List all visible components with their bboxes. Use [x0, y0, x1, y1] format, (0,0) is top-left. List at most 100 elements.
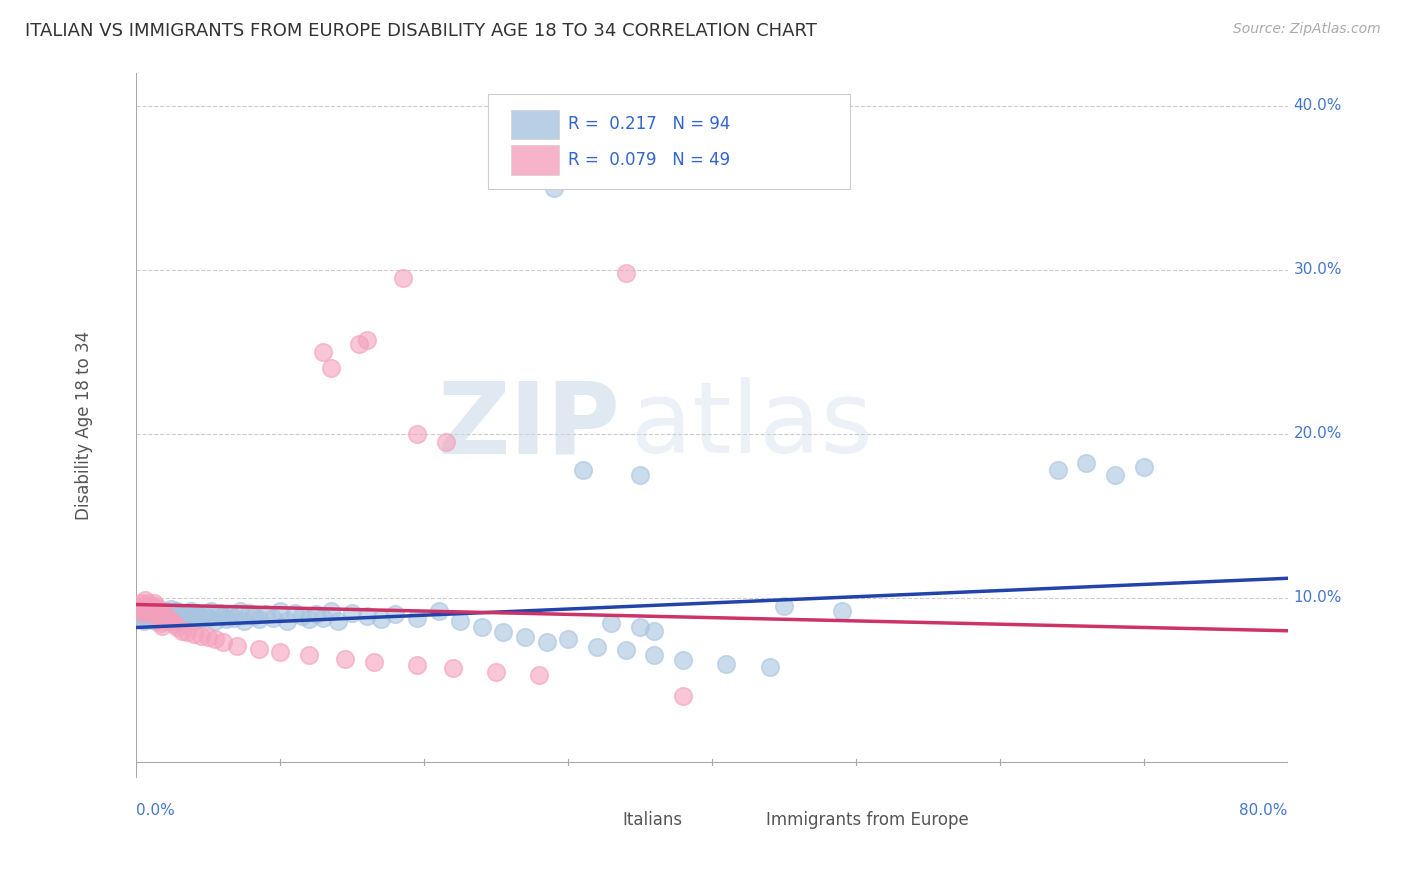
Text: Immigrants from Europe: Immigrants from Europe: [766, 811, 969, 829]
Point: [183, 614, 205, 628]
Point: [326, 614, 349, 628]
Point: [149, 612, 172, 626]
Point: [169, 606, 191, 620]
Point: [176, 625, 198, 640]
Text: Disability Age 18 to 34: Disability Age 18 to 34: [76, 331, 93, 520]
Point: [247, 612, 270, 626]
Point: [406, 426, 429, 441]
Point: [312, 610, 335, 624]
Point: [406, 658, 429, 673]
Text: 80.0%: 80.0%: [1240, 803, 1288, 818]
Point: [319, 361, 342, 376]
FancyBboxPatch shape: [510, 145, 560, 175]
Point: [211, 635, 233, 649]
FancyBboxPatch shape: [723, 811, 759, 830]
Point: [150, 607, 173, 622]
Point: [1104, 467, 1126, 482]
Point: [773, 599, 796, 614]
Point: [183, 627, 205, 641]
Point: [145, 599, 167, 614]
Point: [136, 602, 159, 616]
Point: [180, 604, 202, 618]
Point: [160, 614, 183, 628]
Point: [153, 604, 176, 618]
Point: [127, 599, 149, 614]
Point: [226, 639, 249, 653]
Point: [186, 606, 208, 620]
Point: [163, 617, 186, 632]
Point: [247, 641, 270, 656]
Point: [391, 271, 413, 285]
Point: [600, 615, 623, 630]
Point: [172, 609, 194, 624]
Point: [138, 612, 160, 626]
Point: [370, 612, 392, 626]
Text: atlas: atlas: [631, 377, 873, 475]
Point: [152, 610, 174, 624]
Point: [229, 604, 252, 618]
Point: [208, 606, 231, 620]
Point: [167, 614, 190, 628]
Point: [190, 629, 212, 643]
Point: [492, 625, 515, 640]
Point: [254, 607, 277, 622]
Point: [146, 602, 169, 616]
Point: [148, 606, 170, 620]
Point: [614, 643, 637, 657]
Point: [312, 344, 335, 359]
Point: [142, 596, 165, 610]
Point: [434, 435, 457, 450]
Point: [135, 602, 157, 616]
Point: [1046, 463, 1069, 477]
Point: [224, 610, 246, 624]
Point: [146, 609, 169, 624]
Point: [129, 596, 152, 610]
Point: [141, 610, 163, 624]
Point: [269, 604, 291, 618]
Point: [291, 609, 314, 624]
Point: [628, 620, 651, 634]
Point: [197, 630, 219, 644]
Point: [644, 648, 666, 663]
Text: Italians: Italians: [623, 811, 682, 829]
Point: [128, 602, 150, 616]
Point: [211, 609, 233, 624]
Text: ITALIAN VS IMMIGRANTS FROM EUROPE DISABILITY AGE 18 TO 34 CORRELATION CHART: ITALIAN VS IMMIGRANTS FROM EUROPE DISABI…: [25, 22, 817, 40]
Text: 20.0%: 20.0%: [1294, 426, 1341, 442]
Point: [134, 592, 156, 607]
Point: [166, 604, 188, 618]
Point: [132, 599, 155, 614]
Point: [214, 612, 236, 626]
Point: [716, 657, 738, 671]
Point: [176, 607, 198, 622]
Text: R =  0.079   N = 49: R = 0.079 N = 49: [568, 151, 730, 169]
Point: [204, 614, 226, 628]
Point: [131, 600, 153, 615]
Point: [157, 609, 180, 624]
Point: [427, 604, 450, 618]
FancyBboxPatch shape: [578, 811, 616, 830]
Point: [342, 606, 364, 620]
Point: [243, 609, 266, 624]
Point: [298, 612, 321, 626]
Point: [262, 610, 284, 624]
Point: [172, 624, 194, 638]
Point: [166, 620, 188, 634]
Point: [349, 336, 371, 351]
Point: [128, 604, 150, 618]
Text: R =  0.217   N = 94: R = 0.217 N = 94: [568, 115, 731, 133]
Point: [233, 614, 256, 628]
Point: [139, 607, 162, 622]
Point: [135, 609, 157, 624]
Point: [190, 612, 212, 626]
Point: [136, 596, 159, 610]
Point: [557, 632, 579, 646]
Text: 10.0%: 10.0%: [1294, 591, 1341, 606]
Point: [284, 606, 307, 620]
Point: [127, 607, 149, 622]
Text: 40.0%: 40.0%: [1294, 98, 1341, 113]
Point: [269, 645, 291, 659]
Point: [238, 606, 260, 620]
Point: [586, 640, 609, 655]
Point: [134, 606, 156, 620]
